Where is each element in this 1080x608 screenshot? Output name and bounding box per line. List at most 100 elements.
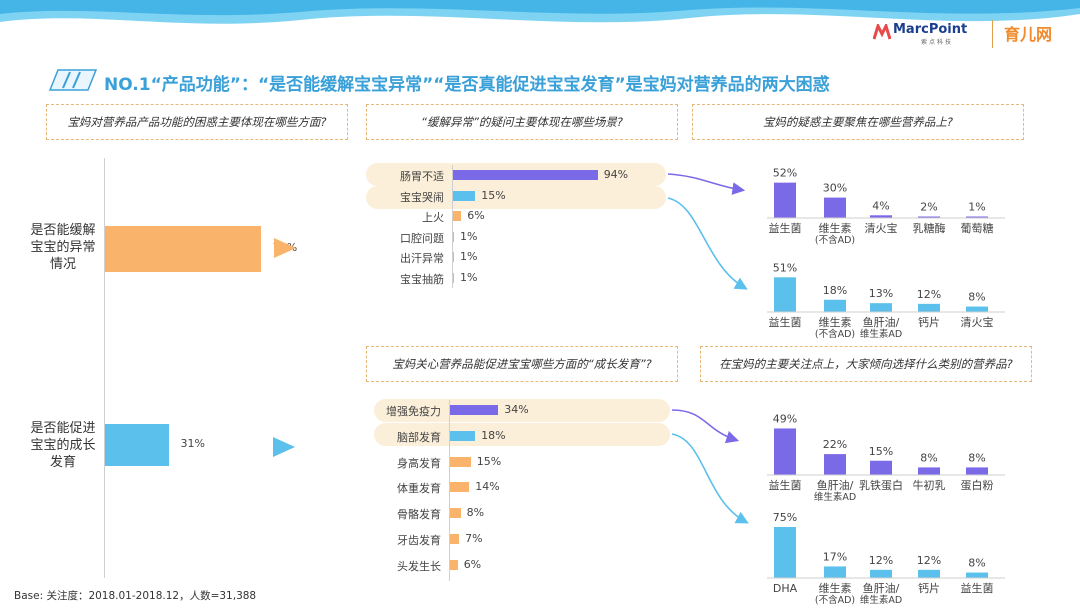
products_gut-bar <box>824 197 846 218</box>
growth_aspects-bar <box>449 482 470 493</box>
products_crying-bar <box>824 299 846 312</box>
products_immunity-value-label: 22% <box>823 438 847 451</box>
marcpoint-logo-icon <box>873 24 891 40</box>
growth_aspects-axis <box>449 400 450 581</box>
growth_aspects-bar <box>449 405 499 415</box>
concern-bar <box>105 226 261 272</box>
products_crying-value-label: 13% <box>869 287 893 300</box>
products_crying-category-label: 钙片 <box>918 315 940 329</box>
concern-category-label-line: 是否能促进 <box>30 421 96 436</box>
products_immunity-category-label: 牛初乳 <box>913 478 946 492</box>
products_immunity-value-label: 8% <box>968 451 985 464</box>
abnormal_scenes-value-label: 15% <box>481 188 506 202</box>
arrow-brain-to-products <box>671 433 749 524</box>
abnormal_scenes-bar <box>452 231 454 242</box>
abnormal_scenes-value-label: 1% <box>460 250 478 263</box>
concern-value-label: 31% <box>180 437 205 450</box>
abnormal_scenes-category-label: 上火 <box>422 211 444 224</box>
products_gut-category-label: 清火宝 <box>865 221 898 235</box>
products_crying-category-label: 维生素 <box>819 315 852 329</box>
products_crying-value-label: 12% <box>917 288 941 301</box>
left-chart-axis <box>104 158 105 578</box>
chart-products-crying: 51% 益生菌 18% 维生素(不含AD) 13% 鱼肝油/维生素AD 12% 钙片 8% 清火宝 <box>767 261 1005 340</box>
concern-category-label-line: 情况 <box>49 257 76 272</box>
concern-category-label-line: 宝宝的成长 <box>30 438 96 453</box>
products_crying-value-label: 51% <box>773 261 797 274</box>
products_immunity-bar <box>870 460 892 475</box>
highlight-pill-crying <box>366 186 666 209</box>
products_crying-category-label: (不含AD) <box>815 328 855 340</box>
products_brain-category-label: DHA <box>773 582 798 595</box>
abnormal_scenes-value-label: 1% <box>460 229 478 243</box>
products_crying-bar <box>966 306 988 312</box>
growth_aspects-category-label: 身高发育 <box>397 456 441 470</box>
growth_aspects-bar <box>449 430 476 441</box>
products_brain-bar <box>918 569 940 578</box>
abnormal_scenes-bar <box>452 170 598 180</box>
products_brain-value-label: 12% <box>869 554 893 567</box>
products_gut-value-label: 4% <box>872 199 889 212</box>
growth_aspects-value-label: 8% <box>466 506 485 520</box>
products_gut-bar <box>966 216 988 218</box>
chart-products-brain: 75% DHA 17% 维生素(不含AD) 12% 鱼肝油/维生素AD 12% 钙片 8% 益生菌 <box>767 511 1005 606</box>
products_crying-bar <box>774 277 796 312</box>
concern-value-label: 76% <box>272 241 298 254</box>
products_crying-value-label: 8% <box>968 291 985 304</box>
abnormal_scenes-value-label: 6% <box>467 209 485 222</box>
abnormal_scenes-category-label: 肠胃不适 <box>400 170 444 183</box>
products_immunity-value-label: 15% <box>869 445 893 458</box>
growth_aspects-value-label: 6% <box>463 557 482 571</box>
logo-separator <box>992 20 993 48</box>
products_immunity-bar <box>774 428 796 475</box>
products_crying-bar <box>918 303 940 312</box>
products_gut-value-label: 1% <box>968 201 985 214</box>
products_immunity-bar <box>918 467 940 475</box>
products_crying-category-label: 清火宝 <box>961 315 994 329</box>
products_brain-value-label: 17% <box>823 550 847 563</box>
concern-category-label-line: 是否能缓解 <box>30 223 96 238</box>
products_brain-bar <box>774 527 796 578</box>
products_brain-bar <box>824 566 846 578</box>
question-box-focused-products: 宝妈的疑惑主要聚焦在哪些营养品上? <box>692 104 1024 140</box>
products_brain-bar <box>870 569 892 578</box>
footer-base-note: Base: 关注度：2018.01-2018.12，人数=31,388 <box>14 590 257 602</box>
products_brain-category-label: 鱼肝油/ <box>863 581 900 595</box>
products_immunity-value-label: 8% <box>920 451 937 464</box>
products_immunity-category-label: 乳铁蛋白 <box>859 478 903 492</box>
products_crying-category-label: 鱼肝油/ <box>863 315 900 329</box>
abnormal_scenes-category-label: 宝宝抽筋 <box>400 272 444 286</box>
highlight-pill-immunity <box>374 399 670 422</box>
question-box-preferred-products: 在宝妈的主要关注点上，大家倾向选择什么类别的营养品? <box>700 346 1032 382</box>
abnormal_scenes-axis <box>452 165 453 288</box>
products_immunity-category-label: 益生菌 <box>769 478 802 492</box>
growth_aspects-value-label: 7% <box>465 532 483 545</box>
products_gut-bar <box>870 215 892 218</box>
growth_aspects-category-label: 体重发育 <box>397 482 441 496</box>
products_brain-category-label: 益生菌 <box>961 581 994 595</box>
products_brain-category-label: 维生素AD <box>860 594 902 606</box>
products_immunity-category-label: 蛋白粉 <box>961 478 994 492</box>
abnormal_scenes-value-label: 94% <box>603 168 629 181</box>
growth_aspects-category-label: 头发生长 <box>397 559 441 573</box>
marcpoint-logo: MarcPoint <box>893 22 968 37</box>
growth_aspects-category-label: 增强免疫力 <box>386 405 441 418</box>
products_gut-value-label: 52% <box>773 167 797 180</box>
products_gut-category-label: 维生素 <box>819 221 852 235</box>
products_immunity-category-label: 维生素AD <box>814 491 856 503</box>
products_immunity-category-label: 鱼肝油/ <box>817 478 854 492</box>
abnormal_scenes-value-label: 1% <box>460 270 478 284</box>
question-box-concern-areas: 宝妈对营养品产品功能的困惑主要体现在哪些方面? <box>46 104 348 140</box>
products_brain-value-label: 75% <box>773 511 797 524</box>
title-stripes-icon <box>48 69 98 91</box>
abnormal_scenes-bar <box>452 272 454 283</box>
products_immunity-value-label: 49% <box>773 412 797 425</box>
products_immunity-bar <box>966 467 988 475</box>
products_brain-category-label: (不含AD) <box>815 594 855 606</box>
concern-category-label: 是否能缓解 宝宝的异常 情况 <box>22 222 104 273</box>
chart-products-gut: 52% 益生菌 30% 维生素(不含AD) 4% 清火宝 2% 乳糖酶 1% 葡萄糖 <box>767 167 1005 246</box>
arrow-crying-to-products <box>667 197 748 290</box>
products_gut-value-label: 30% <box>823 182 847 195</box>
products_brain-category-label: 维生素 <box>819 581 852 595</box>
products_brain-bar <box>966 572 988 578</box>
products_immunity-bar <box>824 454 846 475</box>
